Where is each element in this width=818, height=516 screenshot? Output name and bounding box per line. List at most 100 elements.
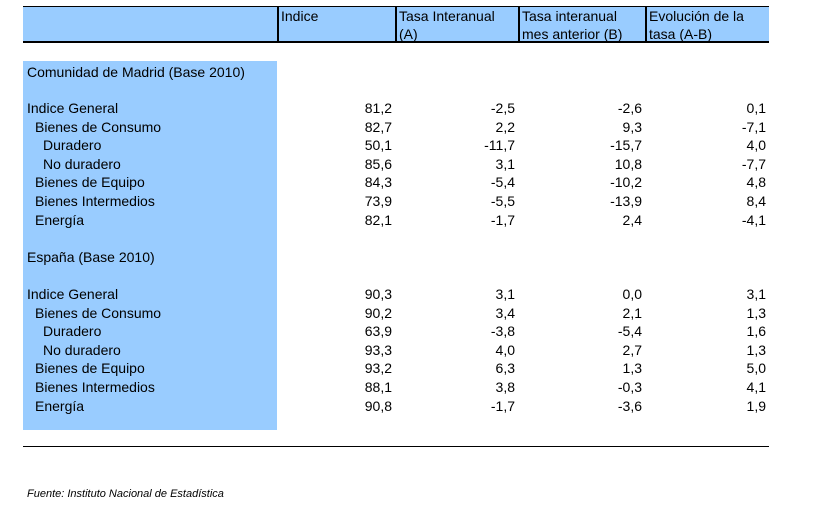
row-label: Bienes de Equipo	[35, 174, 145, 191]
row-value-col3: -0,3	[617, 379, 642, 395]
row-value-col4: 5,0	[746, 360, 766, 377]
row-value-col1: 84,3	[364, 174, 392, 191]
row-value-col1: 82,7	[364, 118, 392, 135]
row-value-col4: 4,1	[746, 379, 766, 395]
row-label: Bienes Intermedios	[35, 193, 155, 209]
row-label: Duradero	[43, 323, 102, 340]
table-row: Indice General 90,3 3,1 0,0 3,1	[0, 285, 818, 304]
row-value-col3: 10,8	[614, 155, 642, 172]
section-title-label: Comunidad de Madrid (Base 2010)	[27, 64, 245, 80]
row-label: No duradero	[43, 341, 121, 358]
row-value-col4: 3,1	[746, 286, 766, 302]
row-value-col2: -3,8	[490, 323, 515, 340]
row-value-col1: 88,1	[364, 379, 392, 395]
row-value-col1: 81,2	[364, 100, 392, 116]
footer-source: Fuente: Instituto Nacional de Estadístic…	[27, 488, 224, 500]
row-value-col3: -13,9	[610, 193, 642, 209]
row-label: No duradero	[43, 155, 121, 172]
row-value-col4: 4,0	[746, 137, 766, 154]
row-value-col4: 1,3	[746, 304, 766, 321]
row-value-col4: -4,1	[741, 211, 766, 228]
row-value-col4: 8,4	[746, 193, 766, 209]
row-value-col3: 0,0	[622, 286, 642, 302]
section-title: Comunidad de Madrid (Base 2010)	[0, 63, 818, 82]
table-row: Indice General 81,2 -2,5 -2,6 0,1	[0, 99, 818, 118]
row-value-col3: -10,2	[610, 174, 642, 191]
row-label: Energía	[35, 397, 85, 414]
row-value-col2: -11,7	[484, 137, 515, 154]
row-value-col3: 2,7	[622, 341, 642, 358]
row-value-col1: 93,3	[364, 341, 392, 358]
bottom-divider	[23, 446, 769, 447]
header-col-indice-line1: Indice	[281, 8, 319, 24]
table-row: No duradero 93,3 4,0 2,7 1,3	[0, 341, 818, 360]
row-value-col3: 2,4	[622, 211, 642, 228]
row-value-col2: 3,4	[495, 304, 515, 321]
row-value-col4: 1,9	[746, 397, 766, 414]
table-row: Bienes de Consumo 82,7 2,2 9,3 -7,1	[0, 118, 818, 137]
section-title-label: España (Base 2010)	[27, 249, 155, 265]
row-value-col3: -5,4	[617, 323, 642, 340]
row-value-col3: 9,3	[622, 118, 642, 135]
header-col-tasa-mes-anterior-line1: Tasa interanual	[522, 8, 617, 24]
header-col-evolucion-line1: Evolución de la	[649, 8, 744, 24]
row-label: Bienes de Consumo	[35, 304, 162, 321]
table-row: Duradero 63,9 -3,8 -5,4 1,6	[0, 322, 818, 341]
row-label: Indice General	[27, 100, 119, 116]
row-value-col2: -1,7	[490, 397, 515, 414]
table-row: Bienes Intermedios 88,1 3,8 -0,3 4,1	[0, 378, 818, 397]
row-label: Energía	[35, 211, 85, 228]
table-row: Bienes de Equipo 84,3 -5,4 -10,2 4,8	[0, 173, 818, 192]
row-value-col3: -2,6	[617, 100, 642, 116]
header-col-tasa-interanual: Tasa Interanual (A)	[395, 7, 518, 42]
row-value-col2: 3,1	[495, 286, 515, 302]
row-value-col3: -15,7	[610, 137, 642, 154]
row-value-col1: 90,8	[364, 397, 392, 414]
row-value-col2: -1,7	[490, 211, 515, 228]
row-label: Bienes de Consumo	[35, 118, 162, 135]
row-value-col2: -5,5	[490, 193, 515, 209]
row-value-col1: 73,9	[364, 193, 392, 209]
row-value-col2: 2,2	[495, 118, 515, 135]
table-row: Energía 90,8 -1,7 -3,6 1,9	[0, 397, 818, 416]
row-label: Bienes Intermedios	[35, 379, 155, 395]
row-value-col3: 2,1	[622, 304, 642, 321]
row-value-col2: -2,5	[490, 100, 515, 116]
header-col-evolucion: Evolución de la tasa (A-B)	[645, 7, 769, 42]
table-row: Bienes de Consumo 90,2 3,4 2,1 1,3	[0, 304, 818, 323]
header-col-indice: Indice	[277, 7, 395, 41]
table-header: Indice Tasa Interanual (A) Tasa interanu…	[23, 6, 769, 43]
row-value-col2: -5,4	[490, 174, 515, 191]
table-row: Bienes de Equipo 93,2 6,3 1,3 5,0	[0, 359, 818, 378]
row-value-col4: -7,7	[741, 155, 766, 172]
row-value-col2: 3,1	[495, 155, 515, 172]
header-col-tasa-interanual-line2: (A)	[399, 26, 418, 42]
header-col-evolucion-line2: tasa (A-B)	[649, 26, 713, 42]
header-col-tasa-mes-anterior-line2: mes anterior (B)	[522, 26, 623, 42]
row-value-col1: 82,1	[364, 211, 392, 228]
table-row: Duradero 50,1 -11,7 -15,7 4,0	[0, 136, 818, 155]
row-value-col4: 1,3	[746, 341, 766, 358]
row-value-col2: 4,0	[495, 341, 515, 358]
header-col-tasa-mes-anterior: Tasa interanual mes anterior (B)	[518, 7, 645, 42]
row-label: Bienes de Equipo	[35, 360, 145, 377]
row-value-col1: 50,1	[364, 137, 392, 154]
label-column-band	[23, 61, 277, 430]
table-row: Energía 82,1 -1,7 2,4 -4,1	[0, 211, 818, 230]
table-row: Bienes Intermedios 73,9 -5,5 -13,9 8,4	[0, 192, 818, 211]
header-col-tasa-interanual-line1: Tasa Interanual	[399, 8, 495, 24]
row-value-col1: 90,3	[364, 286, 392, 302]
row-value-col1: 85,6	[364, 155, 392, 172]
row-value-col1: 90,2	[364, 304, 392, 321]
row-value-col4: 1,6	[746, 323, 766, 340]
row-value-col3: 1,3	[622, 360, 642, 377]
row-label: Indice General	[27, 286, 119, 302]
row-value-col3: -3,6	[617, 397, 642, 414]
row-value-col1: 63,9	[364, 323, 392, 340]
row-value-col4: 4,8	[746, 174, 766, 191]
row-value-col4: 0,1	[746, 100, 766, 116]
row-value-col4: -7,1	[741, 118, 766, 135]
table-row: No duradero 85,6 3,1 10,8 -7,7	[0, 155, 818, 174]
row-value-col2: 3,8	[495, 379, 515, 395]
row-value-col1: 93,2	[364, 360, 392, 377]
